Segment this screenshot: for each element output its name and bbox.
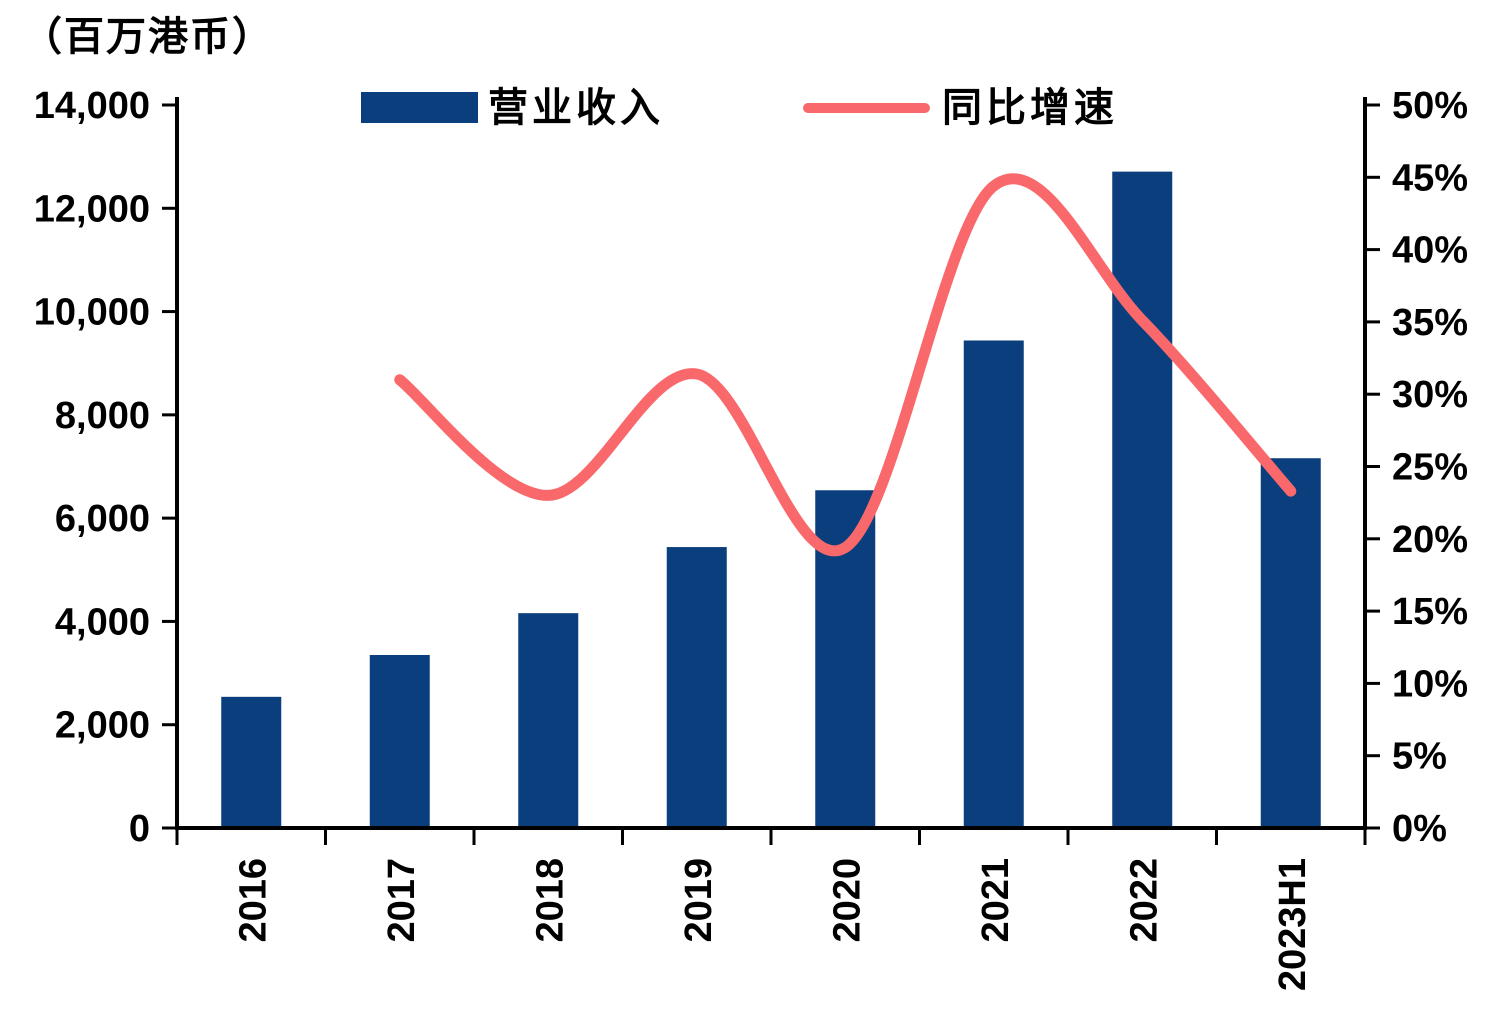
right-tick-label: 15%	[1392, 591, 1468, 633]
right-tick-label: 10%	[1392, 663, 1468, 705]
left-tick-label: 8,000	[55, 395, 150, 437]
right-tick-label: 25%	[1392, 447, 1468, 489]
left-tick-label: 0	[129, 808, 150, 850]
right-tick-label: 40%	[1392, 230, 1468, 272]
right-tick-label: 50%	[1392, 85, 1468, 127]
left-tick-label: 10,000	[34, 292, 150, 334]
revenue-bar-2016	[221, 696, 282, 828]
left-tick-label: 6,000	[55, 498, 150, 540]
category-label-2019: 2019	[678, 858, 720, 943]
right-tick-label: 0%	[1392, 808, 1447, 850]
right-tick-label: 35%	[1392, 302, 1468, 344]
revenue-bar-2019	[666, 547, 727, 828]
revenue-bar-2017	[369, 654, 430, 828]
category-label-2018: 2018	[529, 858, 571, 943]
growth-line	[394, 173, 1297, 557]
revenue-bar-swatch-icon	[361, 92, 478, 123]
left-tick-label: 14,000	[34, 85, 150, 127]
left-tick-label: 12,000	[34, 188, 150, 230]
category-label-2020: 2020	[826, 858, 868, 943]
category-label-2021: 2021	[975, 858, 1017, 943]
category-label-2023H1: 2023H1	[1272, 858, 1314, 991]
category-label-2022: 2022	[1123, 858, 1165, 943]
revenue-bar-2021	[963, 340, 1024, 828]
right-tick-label: 30%	[1392, 374, 1468, 416]
category-label-2016: 2016	[232, 858, 274, 943]
revenue-bar-2018	[518, 613, 579, 828]
growth-line-swatch-icon	[803, 103, 930, 113]
legend-label-revenue: 营业收入	[488, 85, 664, 130]
revenue-bar-2022	[1112, 171, 1173, 829]
unit-label: （百万港币）	[22, 14, 274, 59]
revenue-bar-2023H1	[1260, 458, 1321, 828]
right-tick-label: 45%	[1392, 157, 1468, 199]
right-tick-label: 20%	[1392, 519, 1468, 561]
left-tick-label: 4,000	[55, 601, 150, 643]
left-tick-label: 2,000	[55, 705, 150, 747]
legend-label-growth: 同比增速	[942, 85, 1118, 130]
right-tick-label: 5%	[1392, 736, 1447, 778]
legend: 营业收入 同比增速	[0, 85, 1508, 131]
category-label-2017: 2017	[381, 858, 423, 943]
